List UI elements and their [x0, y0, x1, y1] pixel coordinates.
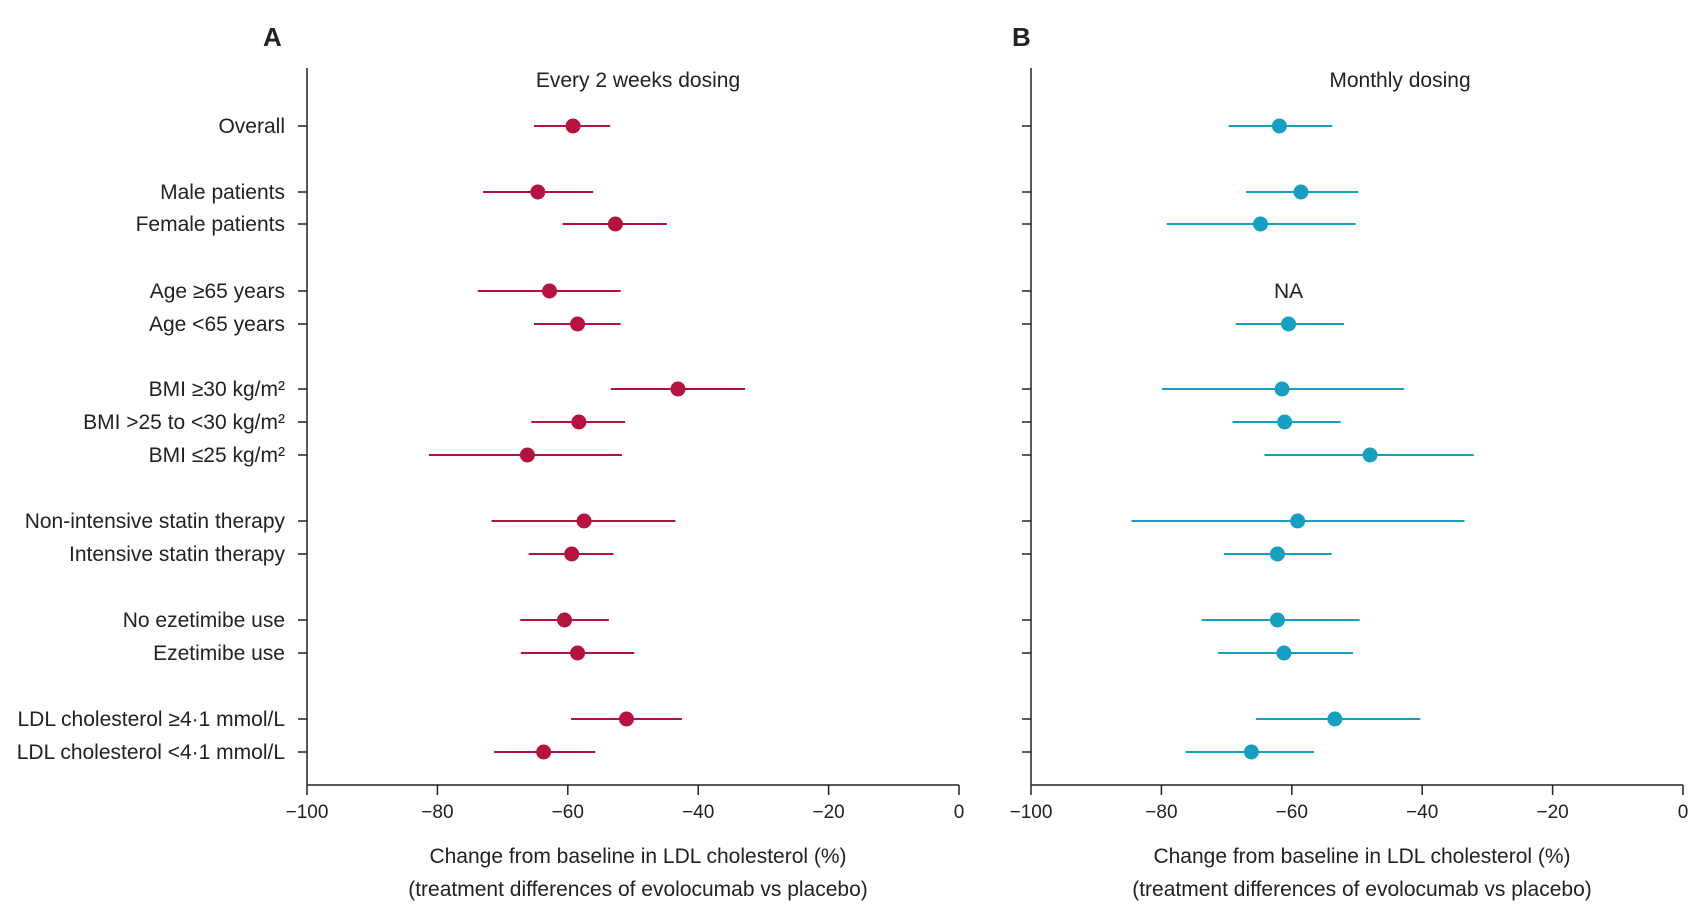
panel-a-point-estimate: [519, 447, 535, 463]
panel-b-xlabel-line2: (treatment differences of evolocumab vs …: [1132, 878, 1592, 901]
panel-b: B Monthly dosing Change from baseline in…: [1010, 22, 1689, 901]
category-label: No ezetimibe use: [123, 609, 285, 632]
panel-b-x-tick-label: −100: [1010, 802, 1053, 823]
panel-a-xlabel-line1: Change from baseline in LDL cholesterol …: [429, 845, 846, 868]
category-label: BMI ≥30 kg/m²: [149, 378, 285, 401]
panel-a-letter: A: [263, 22, 282, 52]
panel-a-x-tick-label: −80: [421, 802, 453, 823]
panel-a-point-estimate: [565, 118, 581, 134]
panel-b-point-estimate: [1290, 513, 1306, 529]
panel-a-point-estimate: [670, 381, 686, 397]
panel-b-title: Monthly dosing: [1329, 69, 1470, 92]
panel-a-point-estimate: [564, 546, 580, 562]
panel-b-point-estimate: [1274, 381, 1290, 397]
panel-a-point-estimate: [570, 316, 586, 332]
panel-b-x-tick-label: −20: [1536, 802, 1568, 823]
panel-a-point-estimate: [618, 711, 634, 727]
panel-a-x-tick-label: −40: [682, 802, 714, 823]
panel-a-x-tick-label: −20: [812, 802, 844, 823]
panel-a-point-estimate: [542, 283, 558, 299]
panel-b-point-estimate: [1293, 184, 1309, 200]
panel-b-point-estimate: [1269, 546, 1285, 562]
panel-a: A Every 2 weeks dosing Change from basel…: [17, 22, 965, 901]
panel-b-point-estimate: [1243, 744, 1259, 760]
panel-b-point-estimate: [1269, 612, 1285, 628]
panel-a-xlabel-line2: (treatment differences of evolocumab vs …: [408, 878, 868, 901]
category-label: Age ≥65 years: [150, 280, 285, 303]
panel-a-x-tick-label: 0: [954, 802, 965, 823]
panel-b-x-tick-label: −40: [1406, 802, 1438, 823]
panel-a-point-estimate: [570, 645, 586, 661]
category-label: Overall: [218, 115, 285, 138]
panel-a-point-estimate: [557, 612, 573, 628]
category-label: BMI >25 to <30 kg/m²: [83, 411, 285, 434]
panel-b-point-estimate: [1281, 316, 1297, 332]
panel-b-point-estimate: [1277, 414, 1293, 430]
category-label: Intensive statin therapy: [69, 543, 285, 566]
panel-a-point-estimate: [571, 414, 587, 430]
category-label: Non-intensive statin therapy: [25, 510, 286, 533]
category-label: Ezetimibe use: [153, 642, 285, 665]
panel-a-x-tick-label: −100: [286, 802, 329, 823]
panel-b-point-estimate: [1327, 711, 1343, 727]
category-label: LDL cholesterol <4·1 mmol/L: [17, 741, 285, 764]
panel-b-point-estimate: [1271, 118, 1287, 134]
panel-b-x-tick-label: 0: [1678, 802, 1689, 823]
panel-b-letter: B: [1012, 22, 1031, 52]
panel-b-na-label: NA: [1274, 280, 1303, 303]
category-label: Male patients: [160, 181, 285, 204]
panel-a-point-estimate: [576, 513, 592, 529]
category-label: BMI ≤25 kg/m²: [149, 444, 285, 467]
panel-b-x-tick-label: −60: [1276, 802, 1308, 823]
panel-b-x-tick-label: −80: [1145, 802, 1177, 823]
panel-a-point-estimate: [530, 184, 546, 200]
panel-a-title: Every 2 weeks dosing: [536, 69, 740, 92]
panel-a-x-tick-label: −60: [552, 802, 584, 823]
panel-b-point-estimate: [1276, 645, 1292, 661]
panel-b-xlabel-line1: Change from baseline in LDL cholesterol …: [1153, 845, 1570, 868]
panel-a-point-estimate: [607, 216, 623, 232]
category-label: LDL cholesterol ≥4·1 mmol/L: [17, 708, 285, 731]
category-label: Female patients: [136, 213, 285, 236]
panel-a-point-estimate: [536, 744, 552, 760]
category-label: Age <65 years: [149, 313, 285, 336]
panel-b-point-estimate: [1362, 447, 1378, 463]
panel-b-point-estimate: [1253, 216, 1269, 232]
